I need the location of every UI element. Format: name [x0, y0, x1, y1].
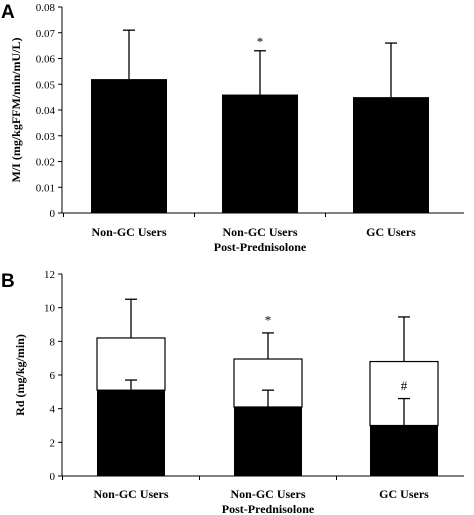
panel-b-category-label: Post-Prednisolone	[222, 502, 315, 515]
panel-a-bar-2	[222, 94, 298, 213]
panel-b-category-label: Non-GC Users	[94, 487, 169, 501]
panel-a-category-label: Post-Prednisolone	[214, 240, 307, 254]
panel-a-y-tick-label: 0	[50, 208, 56, 220]
panel-b-category-label: GC Users	[379, 487, 429, 501]
panel-a-bar-3	[353, 97, 429, 213]
panel-a-y-tick-label: 0.01	[36, 182, 55, 194]
panel-b-significance-marker: *	[265, 312, 272, 327]
panel-a-y-tick-label: 0.06	[36, 54, 56, 66]
panel-b-bar-lower-1	[97, 390, 165, 476]
panel-a-y-tick-label: 0.05	[36, 79, 56, 91]
panel-b-y-tick-label: 10	[44, 303, 56, 315]
panel-a-y-tick-label: 0.03	[36, 131, 56, 143]
panel-b-bar-lower-3	[370, 425, 438, 476]
panel-b-y-tick-label: 8	[50, 336, 56, 348]
panel-b-y-tick-label: 6	[50, 370, 56, 382]
panel-b-y-tick-label: 12	[44, 269, 55, 281]
panel-a-y-tick-label: 0.08	[36, 2, 56, 14]
panel-a-significance-marker: *	[257, 34, 264, 49]
panel-b-y-tick-label: 2	[50, 437, 56, 449]
panel-a-category-label: GC Users	[366, 225, 416, 239]
panel-b-label: B	[1, 271, 15, 292]
panel-b-y-axis-label: Rd (mg/kg/min)	[13, 334, 27, 416]
panel-a-label: A	[1, 2, 15, 23]
panel-a-y-tick-label: 0.02	[36, 157, 55, 169]
panel-a-y-tick-label: 0.04	[36, 105, 56, 117]
panel-a-category-label: Non-GC Users	[223, 225, 298, 239]
panel-a-y-tick-label: 0.07	[36, 28, 56, 40]
panel-b-category-label: Non-GC Users	[231, 487, 306, 501]
panel-b-y-tick-label: 0	[50, 471, 56, 483]
panel-b-significance-marker: #	[401, 378, 408, 393]
panel-a-category-label: Non-GC Users	[92, 225, 167, 239]
panel-b-y-tick-label: 4	[50, 404, 56, 416]
panel-a-bar-1	[91, 79, 167, 213]
panel-b-bar-lower-2	[234, 406, 302, 476]
panel-a-y-axis-label: M/I (mg/kgFFM/min/mU/L)	[9, 38, 23, 183]
